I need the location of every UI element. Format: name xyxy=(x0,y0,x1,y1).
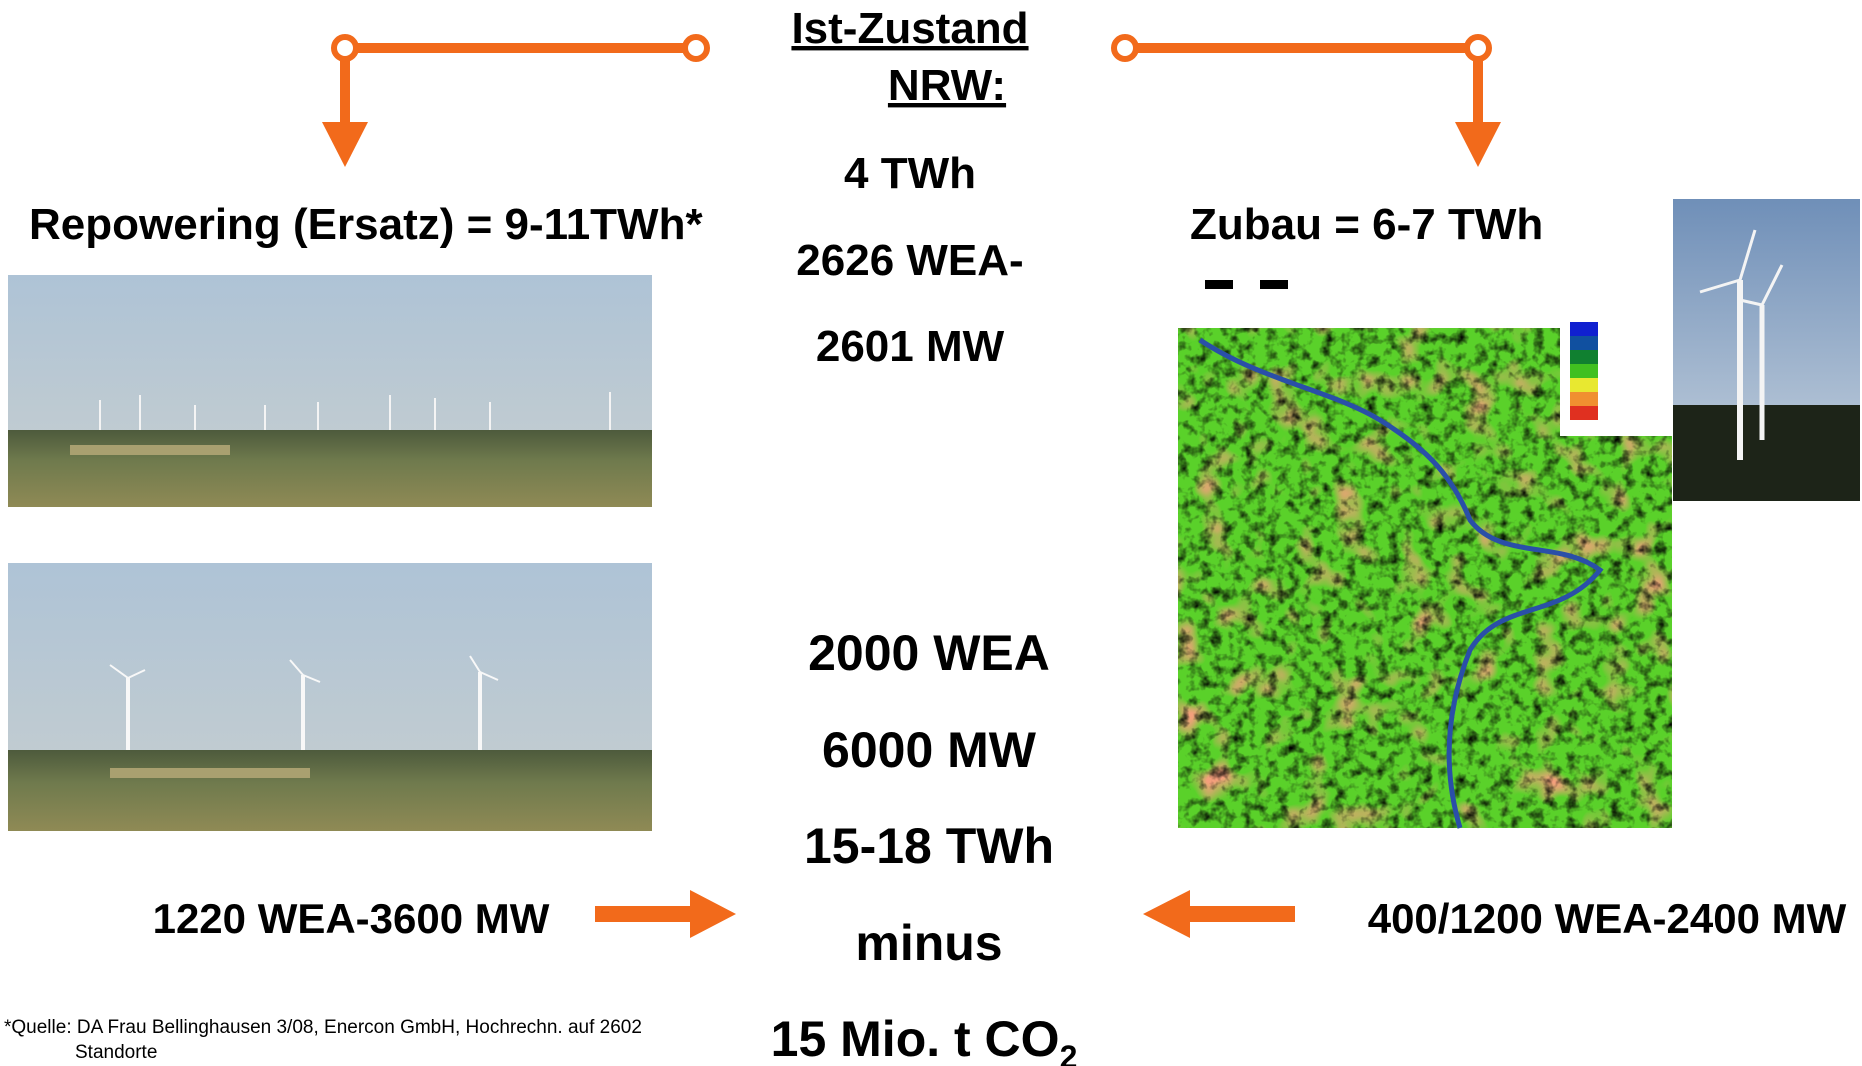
current-value: 2626 WEA- xyxy=(796,236,1023,285)
footnote: *Quelle: DA Frau Bellinghausen 3/08, Ene… xyxy=(4,1017,642,1038)
photo-turbines xyxy=(1673,199,1860,501)
right-heading: Zubau = 6-7 TWh xyxy=(1190,200,1543,249)
left-result: 1220 WEA-3600 MW xyxy=(153,895,550,942)
arrow-right xyxy=(595,890,736,938)
arrow-down-left xyxy=(322,122,368,167)
co2-text: 15 Mio. t CO xyxy=(771,1011,1060,1066)
co2: 15 Mio. t CO2 xyxy=(771,1011,1078,1066)
photo-windfarm-new xyxy=(8,563,652,831)
arrow-left xyxy=(1143,890,1295,938)
total-value: 6000 MW xyxy=(822,722,1037,778)
current-value: 4 TWh xyxy=(844,149,976,198)
arrow-down-right xyxy=(1455,122,1501,167)
connectors xyxy=(331,34,1492,128)
footnote: Standorte xyxy=(75,1042,157,1063)
total-value: 2000 WEA xyxy=(808,625,1050,681)
title: NRW: xyxy=(888,61,1006,110)
title: Ist-Zustand xyxy=(791,4,1028,53)
total-value: minus xyxy=(855,915,1002,971)
photo-windfarm-old xyxy=(8,275,652,507)
right-result: 400/1200 WEA-2400 MW xyxy=(1368,895,1847,942)
total-value: 15-18 TWh xyxy=(804,818,1054,874)
co2-subscript: 2 xyxy=(1060,1039,1078,1066)
left-heading: Repowering (Ersatz) = 9-11TWh* xyxy=(29,200,703,249)
wind-map xyxy=(1173,274,1673,831)
current-value: 2601 MW xyxy=(816,322,1005,371)
